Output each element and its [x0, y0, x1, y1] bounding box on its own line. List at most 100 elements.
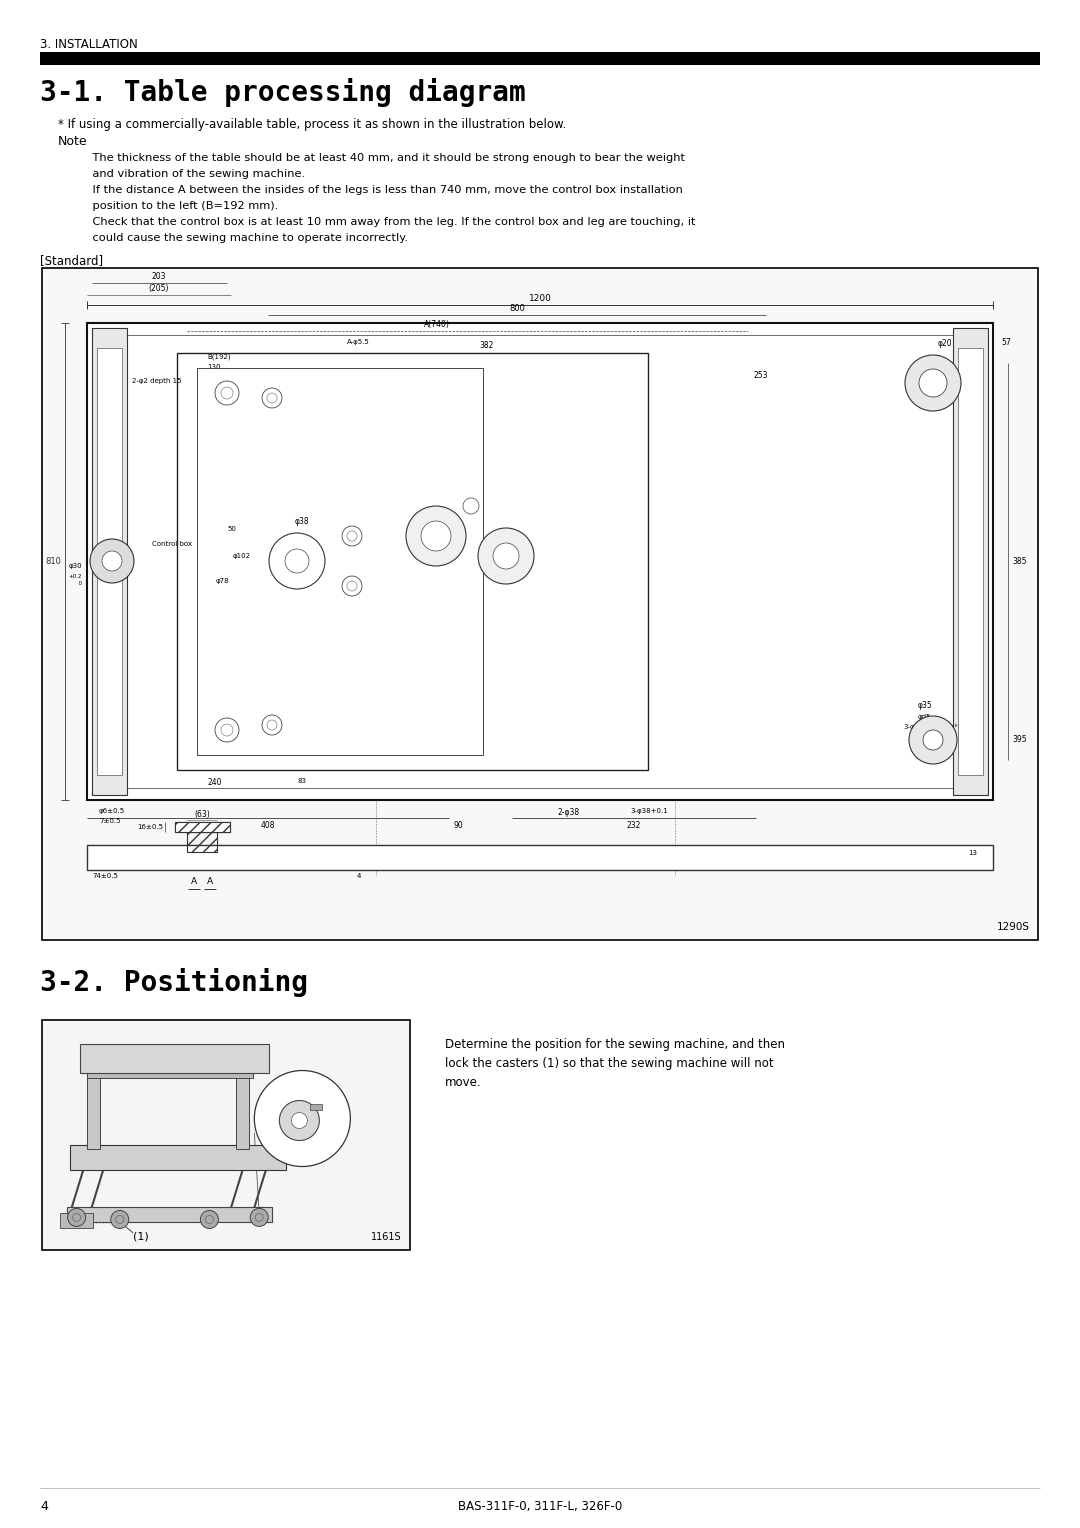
Circle shape — [201, 1210, 218, 1229]
Text: 1290S: 1290S — [997, 921, 1030, 932]
Text: 4: 4 — [356, 872, 361, 879]
Circle shape — [406, 506, 465, 565]
Text: 408: 408 — [260, 821, 275, 830]
Text: A: A — [207, 877, 213, 886]
Text: The thickness of the table should be at least 40 mm, and it should be strong eno: The thickness of the table should be at … — [78, 153, 685, 163]
Circle shape — [909, 717, 957, 764]
Text: 203: 203 — [152, 272, 166, 281]
Bar — [80, 1044, 269, 1073]
Text: Control box: Control box — [152, 541, 192, 547]
Text: 3. INSTALLATION: 3. INSTALLATION — [40, 38, 138, 50]
Text: B(192): B(192) — [207, 353, 231, 359]
Bar — [953, 329, 988, 795]
Bar — [105, 335, 975, 788]
Text: 800: 800 — [509, 304, 525, 313]
Text: 83: 83 — [297, 778, 306, 784]
Text: If the distance A between the insides of the legs is less than 740 mm, move the : If the distance A between the insides of… — [78, 185, 683, 196]
Text: φ20: φ20 — [939, 339, 953, 348]
Text: 3-φ5.5: 3-φ5.5 — [903, 724, 926, 730]
Text: 120°: 120° — [941, 724, 958, 730]
Circle shape — [251, 1209, 268, 1227]
Text: 130: 130 — [207, 364, 220, 370]
Bar — [92, 329, 127, 795]
Circle shape — [111, 1210, 129, 1229]
Bar — [42, 1021, 410, 1250]
Text: 40°: 40° — [941, 371, 954, 377]
Text: 232: 232 — [626, 821, 642, 830]
Text: could cause the sewing machine to operate incorrectly.: could cause the sewing machine to operat… — [78, 232, 408, 243]
Text: φ102: φ102 — [233, 553, 251, 559]
Text: 810: 810 — [45, 556, 60, 565]
Text: φd5: φd5 — [918, 714, 931, 720]
Bar — [175, 822, 230, 833]
Text: A: A — [191, 877, 197, 886]
Text: φ6±0.5: φ6±0.5 — [99, 808, 125, 814]
Text: [Standard]: [Standard] — [40, 254, 103, 267]
Bar — [40, 52, 1040, 66]
Bar — [86, 1067, 253, 1079]
Bar — [310, 1103, 322, 1109]
Bar — [60, 1213, 93, 1227]
Text: position to the left (B=192 mm).: position to the left (B=192 mm). — [78, 202, 279, 211]
Circle shape — [478, 529, 534, 584]
Circle shape — [292, 1112, 308, 1129]
Circle shape — [919, 368, 947, 397]
Text: φ35: φ35 — [918, 701, 933, 711]
Text: 2-φ2 depth 15: 2-φ2 depth 15 — [132, 377, 181, 384]
Bar — [42, 267, 1038, 940]
Bar — [197, 368, 483, 755]
Bar — [70, 1146, 286, 1170]
Text: (205): (205) — [149, 284, 170, 293]
Text: 7±0.5: 7±0.5 — [99, 817, 121, 824]
Text: 3-2. Positioning: 3-2. Positioning — [40, 969, 308, 996]
Bar — [175, 822, 230, 833]
Circle shape — [280, 1100, 320, 1140]
Bar — [177, 353, 648, 770]
Text: 57: 57 — [1001, 338, 1011, 347]
Circle shape — [905, 354, 961, 411]
Circle shape — [90, 539, 134, 584]
Text: 240: 240 — [207, 778, 221, 787]
Text: 50: 50 — [227, 526, 235, 532]
Text: φ38: φ38 — [295, 516, 309, 526]
Text: * If using a commercially-available table, process it as shown in the illustrati: * If using a commercially-available tabl… — [58, 118, 566, 131]
Text: 1200: 1200 — [528, 293, 552, 303]
Bar — [187, 833, 217, 853]
Text: 385: 385 — [1012, 556, 1026, 565]
Text: 13: 13 — [969, 850, 977, 856]
Circle shape — [255, 1071, 350, 1166]
Text: 74±0.5: 74±0.5 — [92, 872, 118, 879]
Circle shape — [923, 730, 943, 750]
Text: 90: 90 — [454, 821, 463, 830]
Text: 4: 4 — [40, 1500, 48, 1513]
Text: 0: 0 — [75, 581, 82, 587]
Text: 1161S: 1161S — [372, 1232, 402, 1242]
Text: (1): (1) — [133, 1232, 149, 1242]
Text: 395: 395 — [1012, 735, 1027, 744]
Text: move.: move. — [445, 1076, 482, 1089]
Text: Determine the position for the sewing machine, and then: Determine the position for the sewing ma… — [445, 1038, 785, 1051]
Text: 3-φ38+0.1: 3-φ38+0.1 — [630, 808, 667, 814]
Text: 382: 382 — [480, 341, 495, 350]
Text: 2-φ38: 2-φ38 — [558, 808, 580, 817]
Bar — [67, 1207, 272, 1221]
Text: φ30: φ30 — [68, 562, 82, 568]
Text: and vibration of the sewing machine.: and vibration of the sewing machine. — [78, 170, 306, 179]
Circle shape — [102, 552, 122, 571]
Text: A-φ5.5: A-φ5.5 — [347, 339, 369, 345]
Text: (63): (63) — [194, 810, 210, 819]
Text: Check that the control box is at least 10 mm away from the leg. If the control b: Check that the control box is at least 1… — [78, 217, 696, 228]
Circle shape — [492, 542, 519, 568]
Bar — [958, 348, 983, 775]
Text: 3-1. Table processing diagram: 3-1. Table processing diagram — [40, 78, 526, 107]
Text: φ78: φ78 — [215, 578, 229, 584]
Bar — [86, 1073, 99, 1149]
Circle shape — [68, 1209, 85, 1227]
Text: +0.2: +0.2 — [68, 575, 82, 579]
Text: 253: 253 — [753, 371, 768, 380]
Bar — [87, 845, 993, 869]
Bar — [235, 1073, 249, 1149]
Circle shape — [421, 521, 451, 552]
Text: lock the casters (1) so that the sewing machine will not: lock the casters (1) so that the sewing … — [445, 1057, 773, 1070]
Text: Note: Note — [58, 134, 87, 148]
